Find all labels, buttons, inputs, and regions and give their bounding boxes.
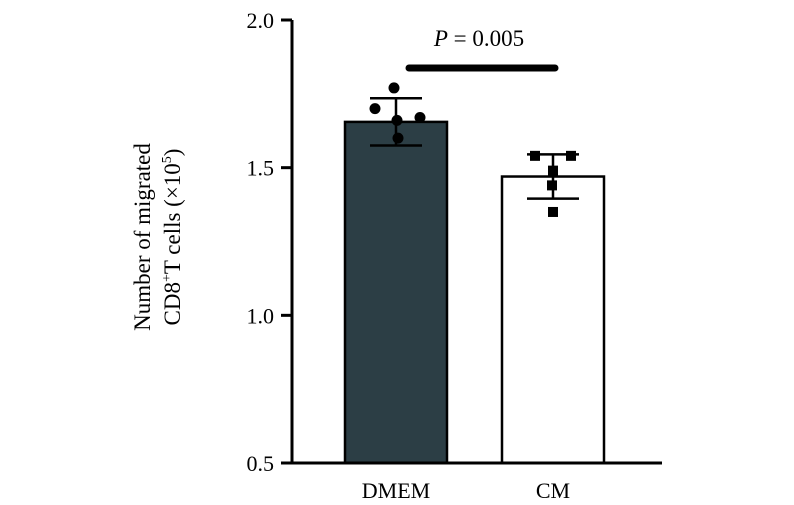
x-tick-label-cm: CM xyxy=(536,478,570,503)
y-tick-label: 1.5 xyxy=(247,156,275,181)
data-point-dmem xyxy=(388,82,400,94)
bar-dmem xyxy=(343,120,449,465)
p-value-annotation: P = 0.005 xyxy=(433,26,524,51)
bar-cm xyxy=(500,175,606,465)
y-axis-label-line2: CD8+T cells (×105) xyxy=(160,149,185,326)
y-axis-label: Number of migrated xyxy=(130,143,155,331)
category-labels: DMEM CM xyxy=(362,478,570,503)
y-tick-label: 0.5 xyxy=(247,451,275,476)
y-axis-label-line1: Number of migrated xyxy=(130,143,155,331)
data-points xyxy=(369,82,576,217)
y-ticks: 0.5 1.0 1.5 2.0 xyxy=(247,8,292,476)
data-point-dmem xyxy=(392,132,404,144)
y-tick-label: 1.0 xyxy=(247,303,275,328)
data-point-cm xyxy=(548,165,558,176)
data-point-cm xyxy=(566,150,576,161)
y-tick-label: 2.0 xyxy=(247,8,275,33)
data-point-dmem xyxy=(414,111,426,123)
data-point-dmem xyxy=(369,103,381,115)
data-point-dmem xyxy=(391,114,403,126)
bars xyxy=(343,120,606,465)
data-point-cm xyxy=(530,150,540,161)
data-point-cm xyxy=(547,180,557,191)
x-tick-label-dmem: DMEM xyxy=(362,478,430,503)
data-point-cm xyxy=(548,206,558,217)
